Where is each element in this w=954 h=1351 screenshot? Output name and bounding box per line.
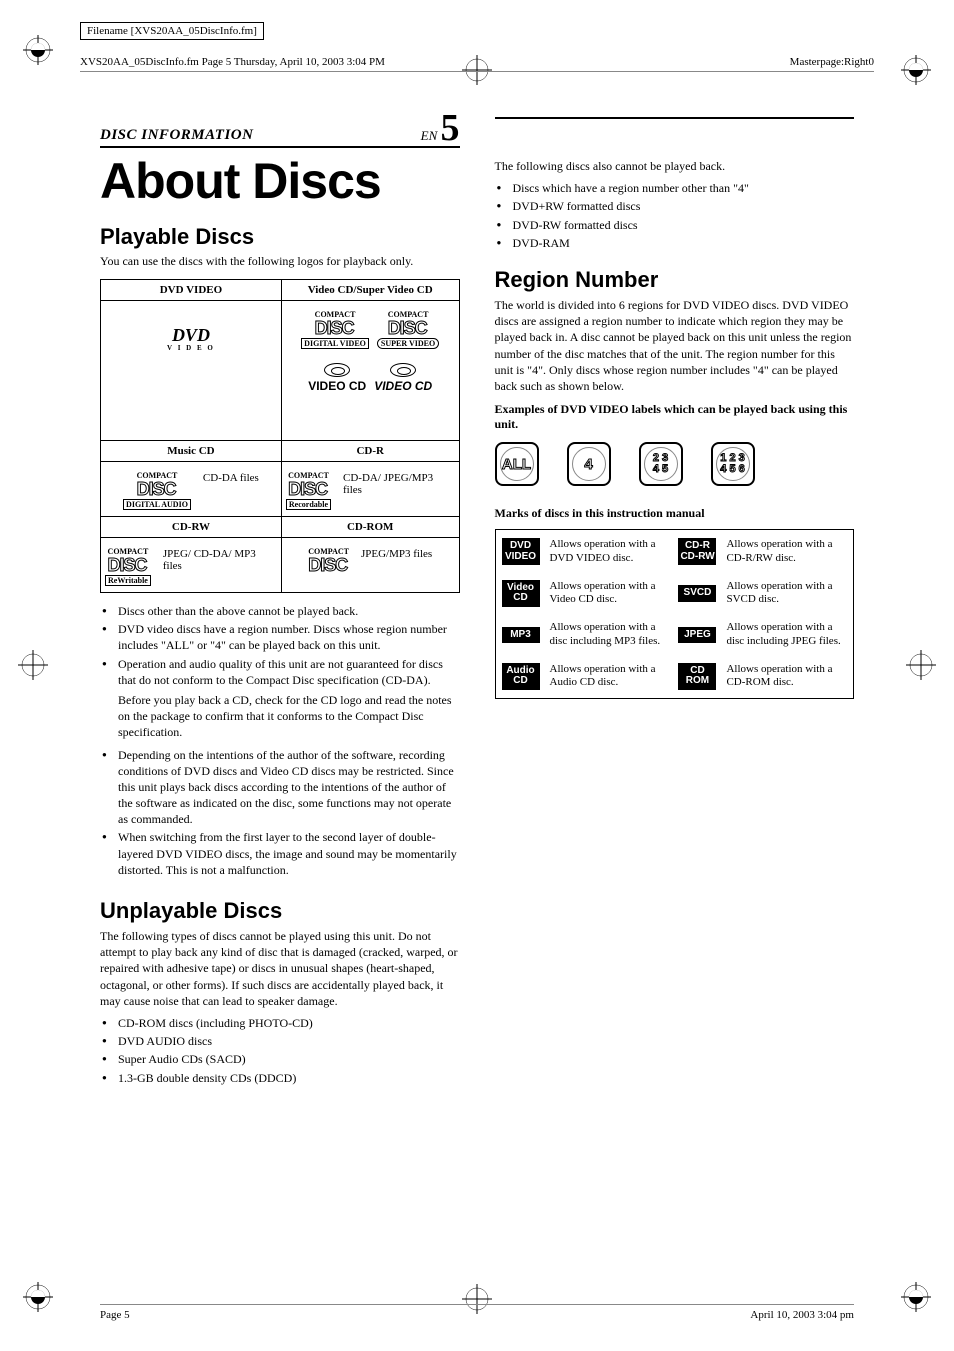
playable-disc-table: DVD VIDEO Video CD/Super Video CD DVD V …: [100, 279, 460, 593]
marks-table: DVD VIDEO Allows operation with a DVD VI…: [495, 529, 855, 699]
cell-cdrom-header: CD-ROM: [281, 517, 459, 538]
left-column: DISC INFORMATION EN 5 About Discs Playab…: [100, 115, 460, 1092]
footer-left: Page 5: [100, 1309, 130, 1321]
mark-text: Allows operation with a CD-ROM disc.: [722, 657, 851, 697]
header-left: XVS20AA_05DiscInfo.fm Page 5 Thursday, A…: [80, 56, 385, 68]
list-item: Operation and audio quality of this unit…: [112, 656, 460, 688]
playable-intro: You can use the discs with the following…: [100, 254, 460, 269]
list-item: DVD-RW formatted discs: [507, 217, 855, 233]
list-item: DVD AUDIO discs: [112, 1033, 460, 1049]
cell-cdr-logo: COMPACTDISC Recordable CD-DA/ JPEG/MP3 f…: [281, 462, 459, 517]
list-item: When switching from the first layer to t…: [112, 829, 460, 878]
region-body: The world is divided into 6 regions for …: [495, 297, 855, 394]
cell-dvd-logo: DVD V I D E O: [101, 301, 282, 441]
right-cont-intro: The following discs also cannot be playe…: [495, 158, 855, 174]
list-item: DVD+RW formatted discs: [507, 198, 855, 214]
mark-icon-svcd: SVCD: [678, 585, 716, 602]
heading-marks: Marks of discs in this instruction manua…: [495, 506, 855, 521]
list-item: DVD video discs have a region number. Di…: [112, 621, 460, 653]
continuation-text: Before you play back a CD, check for the…: [100, 692, 460, 741]
unplayable-bullets: CD-ROM discs (including PHOTO-CD) DVD AU…: [100, 1015, 460, 1086]
crop-mark-icon: [901, 1282, 931, 1316]
mark-icon-dvd: DVD VIDEO: [502, 538, 540, 565]
cell-dvd-header: DVD VIDEO: [101, 280, 282, 301]
page-lang: EN: [421, 128, 438, 143]
playable-bullets-2: Depending on the intentions of the autho…: [100, 747, 460, 879]
cell-cdrw-logo: COMPACTDISC ReWritable JPEG/ CD-DA/ MP3 …: [101, 538, 282, 593]
list-item: DVD-RAM: [507, 235, 855, 251]
mark-icon-audio: Audio CD: [502, 663, 540, 690]
list-item: Depending on the intentions of the autho…: [112, 747, 460, 828]
mark-text: Allows operation with a disc including M…: [546, 615, 673, 655]
heading-unplayable: Unplayable Discs: [100, 898, 460, 924]
video-cd-eye-icon: [390, 363, 416, 377]
mark-text: Allows operation with a disc including J…: [722, 615, 851, 655]
right-cont-bullets: Discs which have a region number other t…: [495, 180, 855, 251]
mark-text: Allows operation with a DVD VIDEO disc.: [546, 532, 673, 572]
mark-text: Allows operation with a CD-R/RW disc.: [722, 532, 851, 572]
region-icons-row: ALL 4 2 3 4 5 1 2 3 4 5 6: [495, 442, 855, 486]
mark-icon-vcd: Video CD: [502, 580, 540, 607]
header-right: Masterpage:Right0: [790, 56, 874, 68]
crop-mark-icon: [18, 650, 48, 684]
mark-text: Allows operation with a Audio CD disc.: [546, 657, 673, 697]
video-cd-eye-icon: [324, 363, 350, 377]
mark-icon-jpeg: JPEG: [678, 627, 716, 644]
list-item: CD-ROM discs (including PHOTO-CD): [112, 1015, 460, 1031]
cell-cdr-header: CD-R: [281, 441, 459, 462]
section-title: DISC INFORMATION: [100, 127, 253, 144]
crop-mark-icon: [901, 55, 931, 89]
mark-text: Allows operation with a SVCD disc.: [722, 574, 851, 614]
heading-playable: Playable Discs: [100, 224, 460, 250]
list-item: Super Audio CDs (SACD): [112, 1051, 460, 1067]
region-icon-123456: 1 2 3 4 5 6: [711, 442, 755, 486]
crop-mark-icon: [23, 1282, 53, 1316]
list-item: Discs which have a region number other t…: [507, 180, 855, 196]
crop-mark-icon: [906, 650, 936, 684]
mark-text: Allows operation with a Video CD disc.: [546, 574, 673, 614]
cell-cdrw-header: CD-RW: [101, 517, 282, 538]
page-number: 5: [441, 107, 460, 149]
filename-label: Filename [XVS20AA_05DiscInfo.fm]: [80, 22, 264, 40]
list-item: 1.3-GB double density CDs (DDCD): [112, 1070, 460, 1086]
crop-mark-icon: [23, 35, 53, 69]
region-icon-2345: 2 3 4 5: [639, 442, 683, 486]
mark-icon-cdr: CD-R CD-RW: [678, 538, 716, 565]
playable-bullets-1: Discs other than the above cannot be pla…: [100, 603, 460, 688]
cell-vcd-header: Video CD/Super Video CD: [281, 280, 459, 301]
region-examples-label: Examples of DVD VIDEO labels which can b…: [495, 402, 855, 432]
right-column: The following discs also cannot be playe…: [495, 115, 855, 1092]
mark-icon-cdrom: CD ROM: [678, 663, 716, 690]
cell-cdrom-logo: COMPACTDISC JPEG/MP3 files: [281, 538, 459, 593]
region-icon-4: 4: [567, 442, 611, 486]
dvd-logo-icon: DVD: [105, 325, 277, 346]
cell-musiccd-header: Music CD: [101, 441, 282, 462]
cell-vcd-logos: COMPACTDISC DIGITAL VIDEO COMPACTDISC SU…: [281, 301, 459, 441]
cell-musiccd-logo: COMPACTDISC DIGITAL AUDIO CD-DA files: [101, 462, 282, 517]
heading-region: Region Number: [495, 267, 855, 293]
footer-right: April 10, 2003 3:04 pm: [750, 1309, 854, 1321]
list-item: Discs other than the above cannot be pla…: [112, 603, 460, 619]
region-icon-all: ALL: [495, 442, 539, 486]
unplayable-intro: The following types of discs cannot be p…: [100, 928, 460, 1009]
page-title: About Discs: [100, 156, 460, 206]
mark-icon-mp3: MP3: [502, 627, 540, 644]
